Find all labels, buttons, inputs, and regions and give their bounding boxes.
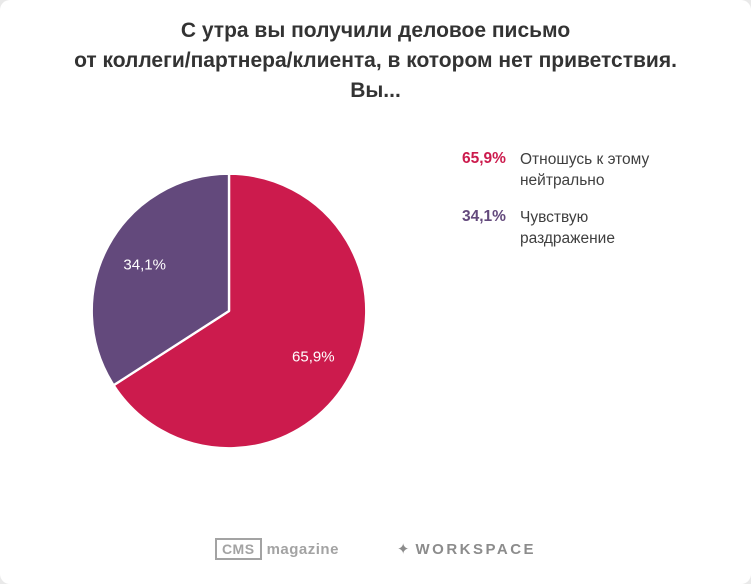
pie-slice-label-minority: 34,1% — [123, 256, 166, 274]
pie-svg — [90, 172, 368, 450]
legend-item: 65,9% Отношусь к этому нейтрально — [462, 150, 670, 192]
chart-title: С утра вы получили деловое письмо от кол… — [0, 16, 751, 106]
legend-label: Отношусь к этому нейтрально — [520, 151, 650, 189]
title-line-1: С утра вы получили деловое письмо — [180, 19, 571, 42]
legend-percent: 34,1% — [462, 207, 506, 225]
legend: 65,9% Отношусь к этому нейтрально 34,1% … — [462, 150, 670, 250]
workspace-logo: ✦ WORKSPACE — [396, 540, 537, 559]
cms-magazine-logo: CMS magazine — [214, 538, 339, 560]
pie-chart: 65,9% 34,1% — [88, 170, 370, 452]
legend-percent: 65,9% — [462, 150, 506, 167]
cms-logo-text: magazine — [266, 540, 339, 558]
title-line-3: Вы... — [350, 79, 401, 102]
legend-label: Чувствую раздражение — [520, 208, 615, 247]
footer-logos: CMS magazine ✦ WORKSPACE — [0, 538, 751, 560]
workspace-star-icon: ✦ — [396, 541, 410, 558]
cms-logo-box: CMS — [214, 538, 262, 560]
workspace-logo-text: WORKSPACE — [415, 540, 537, 558]
pie-slice-label-majority: 65,9% — [292, 348, 335, 366]
legend-item: 34,1% Чувствую раздражение — [462, 208, 670, 250]
title-line-2: от коллеги/партнера/клиента, в котором н… — [74, 49, 677, 72]
